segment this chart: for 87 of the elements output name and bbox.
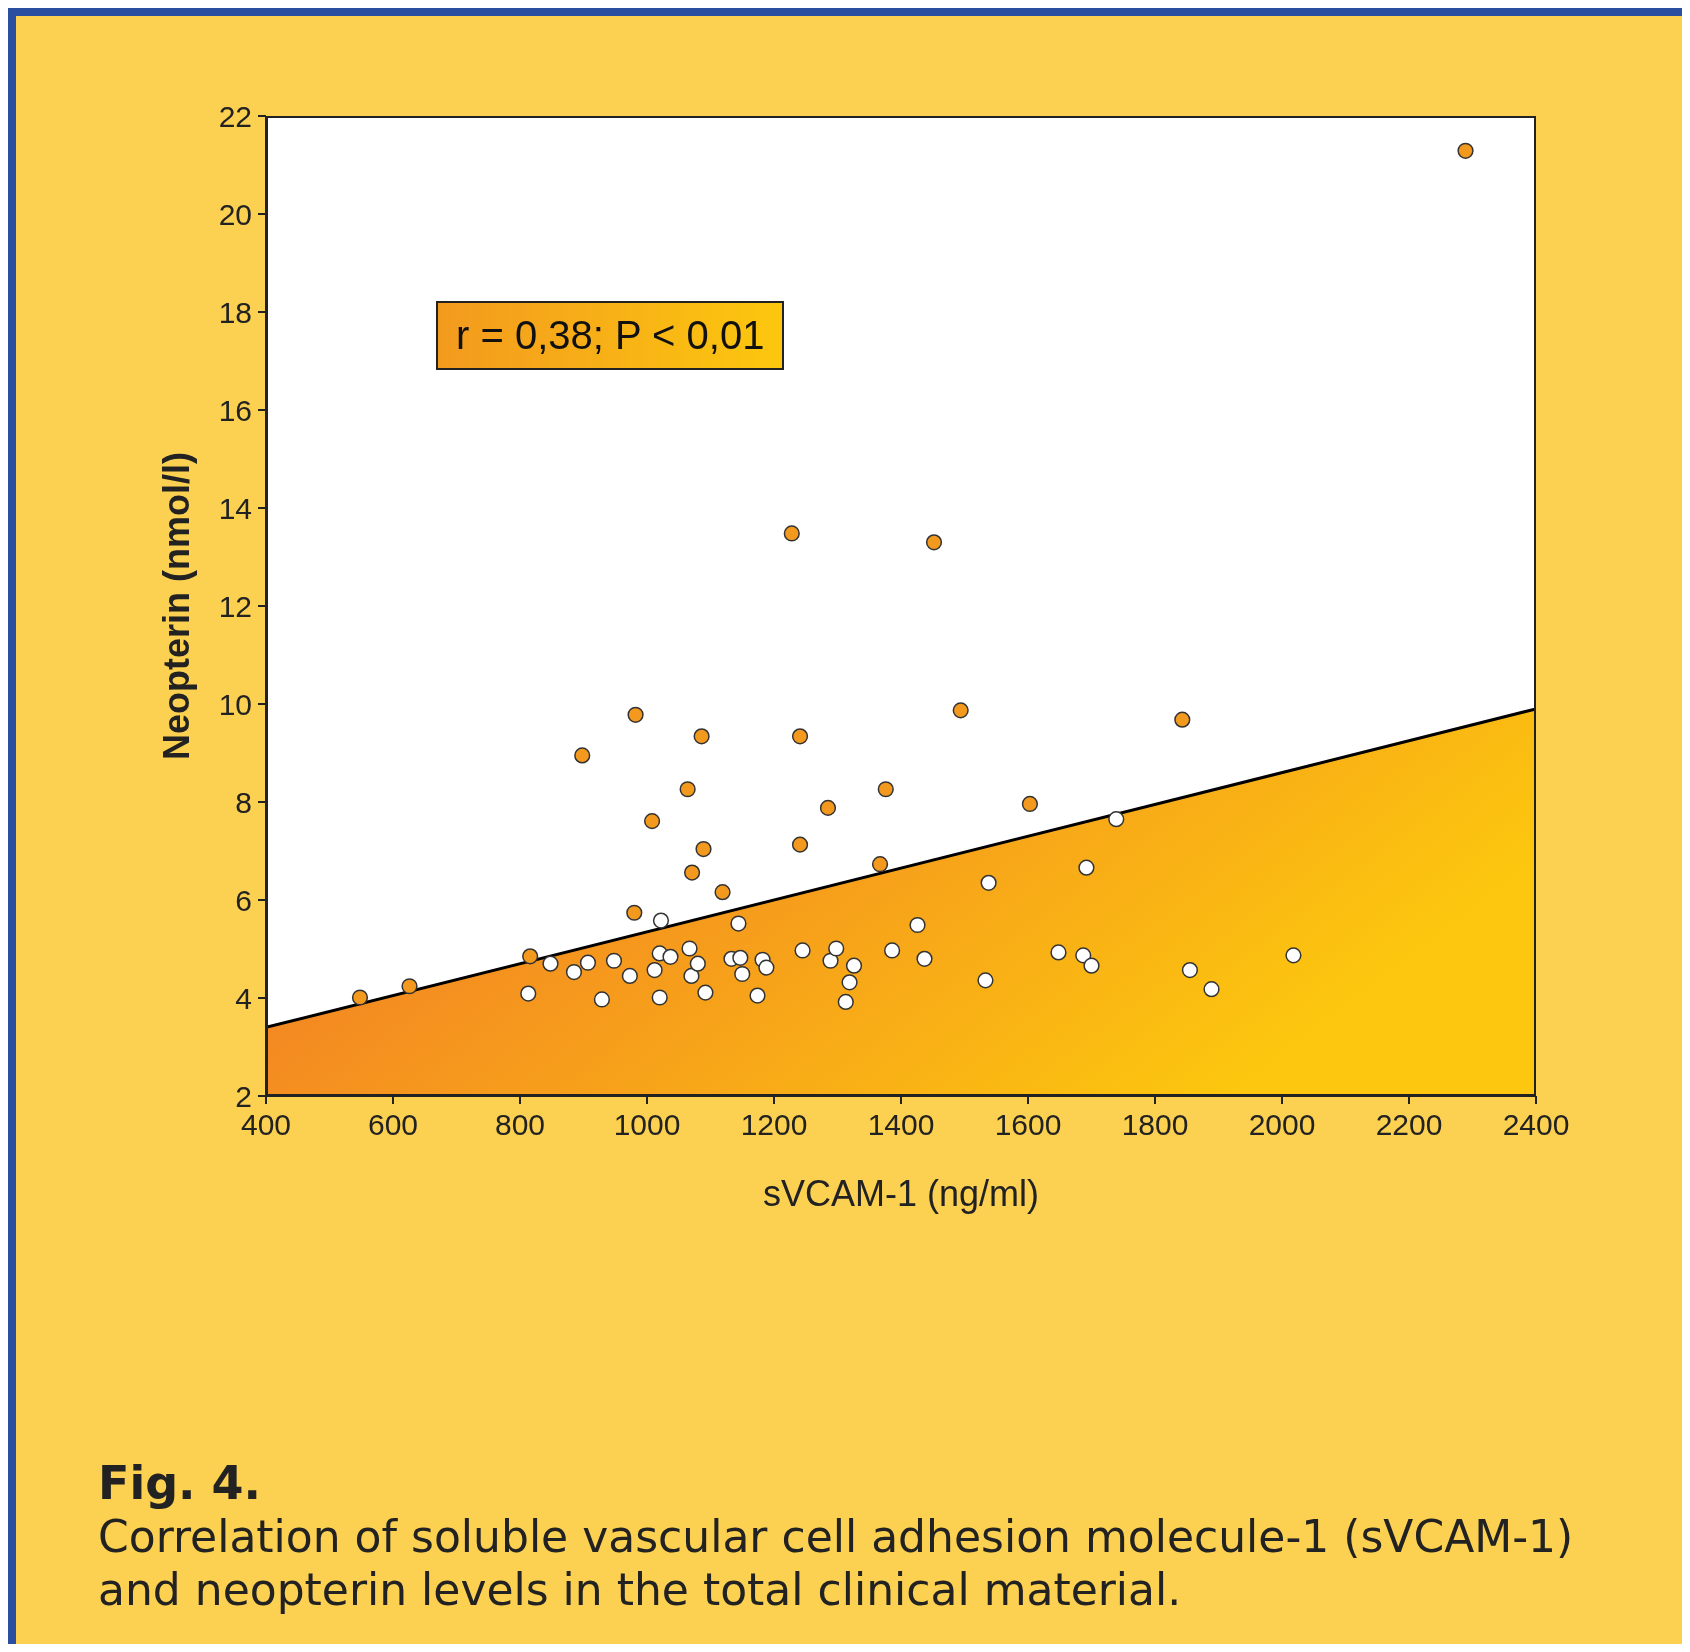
point: [626, 904, 643, 921]
point: [828, 940, 845, 957]
point: [593, 991, 611, 1008]
point: [697, 984, 714, 1001]
point: [652, 912, 670, 929]
caption: Fig. 4.: [98, 1456, 263, 1512]
y-axis-title: Neopterin (nmol/l): [155, 452, 197, 760]
point: [621, 967, 638, 985]
point: [605, 952, 623, 969]
point: [1181, 961, 1199, 979]
point: [837, 993, 854, 1011]
point: [758, 959, 775, 976]
point: [1050, 944, 1067, 961]
point: [871, 856, 889, 873]
point: [695, 840, 712, 858]
y-tick-label: 8: [235, 785, 252, 819]
point: [884, 942, 901, 959]
x-axis-title: sVCAM-1 (ng/ml): [762, 1173, 1040, 1214]
y-tick-label: 12: [218, 589, 252, 623]
point: [662, 948, 679, 965]
point: [565, 963, 583, 981]
x-tick-label: 1400: [867, 1108, 935, 1142]
point: [909, 916, 926, 934]
x-tick-label: 1800: [1121, 1108, 1189, 1142]
point: [646, 961, 663, 979]
point: [819, 799, 837, 816]
point: [579, 954, 597, 971]
y-tick-label: 20: [218, 197, 252, 231]
point: [651, 989, 668, 1006]
point: [683, 967, 700, 985]
point: [1108, 811, 1125, 828]
point: [1203, 981, 1220, 998]
annotation: r = 0,38; P < 0,01: [436, 301, 785, 370]
y-tick-label: 18: [218, 295, 252, 329]
point: [980, 874, 997, 891]
point: [925, 534, 943, 551]
y-tick-label: 22: [218, 99, 252, 133]
y-tick-label: 16: [218, 393, 252, 427]
point: [1174, 711, 1191, 728]
y-tick-label: 14: [218, 491, 252, 525]
point: [794, 942, 811, 959]
point: [916, 950, 933, 967]
point: [734, 965, 751, 983]
point: [351, 989, 369, 1006]
point: [952, 702, 969, 719]
point: [841, 974, 858, 991]
point: [732, 949, 749, 966]
x-tick-label: 1200: [740, 1108, 808, 1142]
point: [730, 915, 747, 932]
point: [791, 836, 809, 853]
x-tick-label: 2200: [1375, 1108, 1443, 1142]
point: [683, 864, 701, 881]
text: Correlation of soluble vascular cell adhesion molecule-1 (sVCAM-1) and neopterin levels in the total clinical material.: [98, 1511, 1575, 1617]
x-tick-label: 600: [367, 1108, 419, 1142]
point: [714, 884, 731, 901]
point: [822, 952, 839, 969]
point: [1457, 142, 1474, 159]
point: [574, 747, 591, 764]
point: [689, 955, 706, 972]
x-tick-label: 1000: [613, 1108, 681, 1142]
point: [783, 525, 800, 542]
point: [845, 957, 863, 974]
point: [877, 781, 894, 798]
point: [1083, 957, 1100, 974]
point: [693, 728, 710, 745]
point: [401, 978, 418, 995]
point: [542, 955, 559, 972]
y-tick-label: 4: [235, 981, 252, 1015]
y-tick-label: 6: [235, 883, 252, 917]
x-tick-label: 1600: [994, 1108, 1062, 1142]
point: [643, 813, 661, 830]
point: [749, 987, 766, 1004]
point: [679, 781, 696, 798]
point: [1285, 947, 1302, 964]
x-tick-label: 800: [494, 1108, 546, 1142]
point: [520, 985, 537, 1002]
point: [791, 728, 809, 745]
point: [1021, 795, 1039, 813]
point: [1078, 859, 1095, 876]
point: [1075, 947, 1092, 964]
point: [627, 706, 644, 723]
y-tick-label: 10: [218, 687, 252, 721]
point: [522, 948, 539, 965]
point: [681, 940, 698, 957]
x-tick-label: 2000: [1248, 1108, 1316, 1142]
x-tick-label: 2400: [1502, 1108, 1570, 1142]
point: [977, 972, 994, 989]
